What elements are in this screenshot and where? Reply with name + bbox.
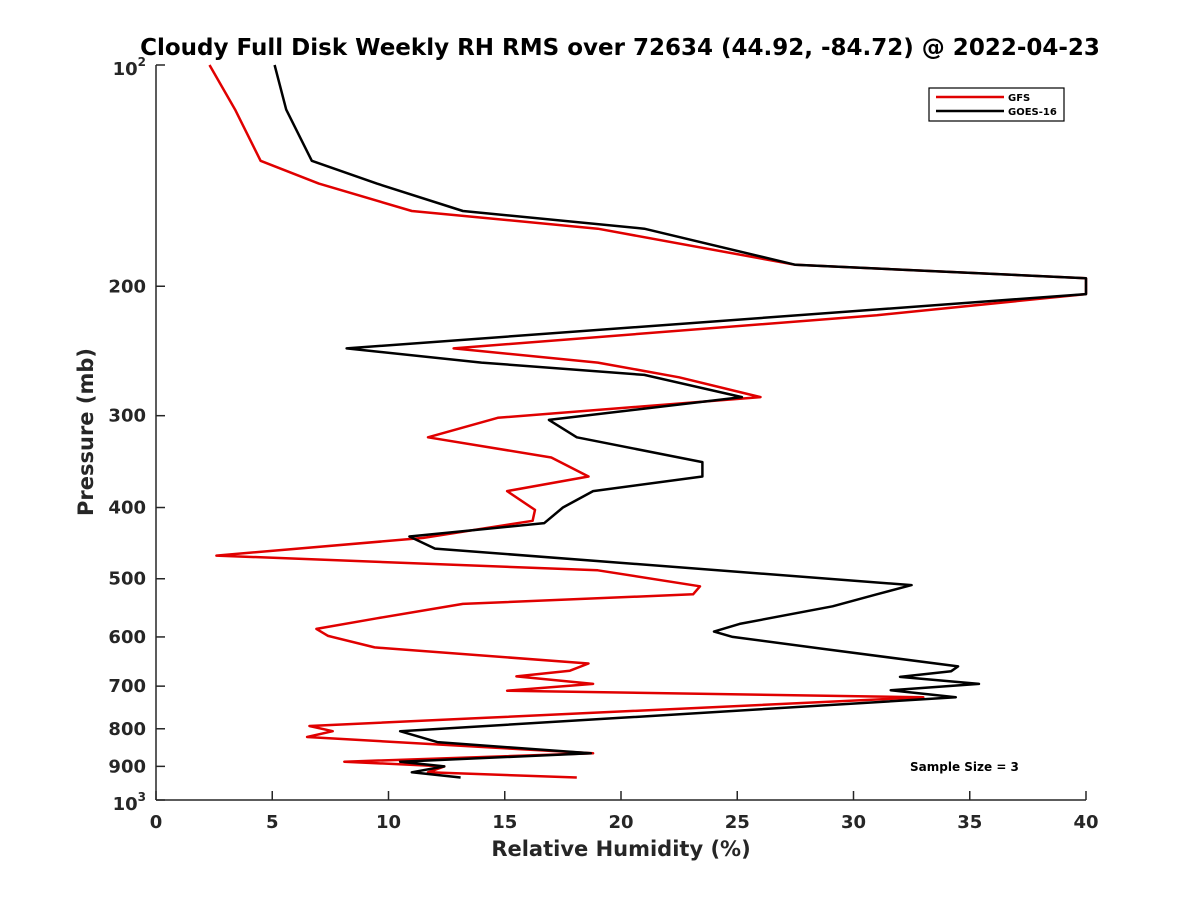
y-axis-label: Pressure (mb) [74, 348, 98, 516]
x-tick-label: 0 [150, 812, 163, 833]
x-tick-label: 15 [492, 812, 517, 833]
y-axis-ticks: 102 200 300 400 500 600 700 800 900 103 [108, 55, 165, 815]
y-tick-label: 600 [108, 627, 146, 648]
series-layer [208, 64, 1088, 779]
x-axis-ticks: 0 5 10 15 20 25 30 35 40 [150, 791, 1099, 833]
x-tick-label: 25 [725, 812, 750, 833]
y-tick-label: 200 [108, 276, 146, 297]
y-tick-label: 700 [108, 676, 146, 697]
legend-box [928, 87, 1065, 122]
y-tick-label: 300 [108, 406, 146, 427]
legend: GFS GOES-16 [928, 87, 1065, 122]
y-tick-label: 103 [113, 790, 146, 815]
x-axis-label: Relative Humidity (%) [491, 837, 750, 861]
legend-label-goes16: GOES-16 [1008, 107, 1057, 118]
x-tick-label: 30 [841, 812, 866, 833]
axes-background [156, 65, 1086, 800]
x-tick-label: 35 [957, 812, 982, 833]
x-tick-label: 10 [376, 812, 401, 833]
x-tick-label: 20 [608, 812, 633, 833]
y-tick-label: 102 [113, 55, 146, 80]
chart-title: Cloudy Full Disk Weekly RH RMS over 7263… [140, 35, 1100, 61]
sample-size-annotation: Sample Size = 3 [910, 760, 1019, 774]
legend-label-gfs: GFS [1008, 93, 1030, 104]
x-tick-label: 40 [1073, 812, 1098, 833]
series-line-goes16 [273, 64, 1088, 779]
plot-area: 0 5 10 15 20 25 30 35 40 102 200 300 400 500 600 700 80… [108, 55, 1098, 833]
y-tick-label: 900 [108, 756, 146, 777]
y-tick-label: 800 [108, 719, 146, 740]
y-tick-label: 400 [108, 498, 146, 519]
y-tick-label: 500 [108, 569, 146, 590]
x-tick-label: 5 [266, 812, 279, 833]
